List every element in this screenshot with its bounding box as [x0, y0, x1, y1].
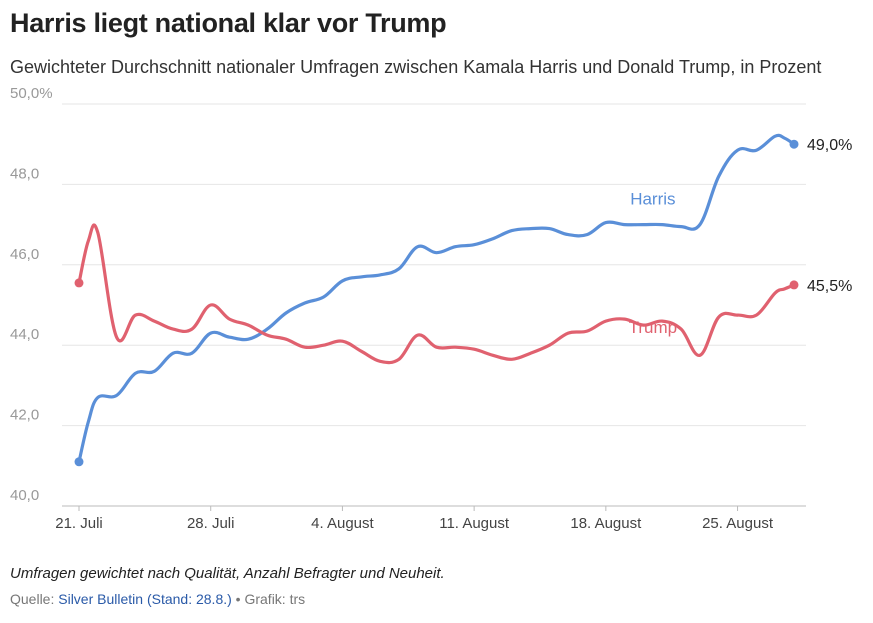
line-chart: 40,0 42,0 44,0 46,0 48,0 50,0% 21. Juli 28. Ju… [10, 85, 853, 532]
chart-title: Harris liegt national klar vor Trump [10, 8, 447, 38]
series-line-trump [77, 223, 796, 365]
gridlines [62, 103, 806, 507]
y-tick-label: 50,0% [10, 85, 53, 102]
credit: • Grafik: trs [231, 591, 306, 607]
y-tick-label: 46,0 [10, 246, 39, 263]
x-tick-label: 21. Juli [55, 515, 103, 532]
chart-subtitle: Gewichteter Durchschnitt nationaler Umfr… [10, 57, 822, 77]
y-tick-label: 40,0 [10, 487, 39, 504]
y-tick-label: 44,0 [10, 326, 39, 343]
x-tick-label: 18. August [570, 515, 642, 532]
series-line-harris [77, 133, 796, 464]
x-tick-label: 11. August [439, 515, 510, 532]
source-prefix: Quelle: [10, 591, 59, 607]
x-tick-label: 28. Juli [187, 515, 235, 532]
end-point-harris [789, 139, 799, 149]
series-label-harris: Harris [630, 190, 675, 209]
series-labels: 49,0% Harris 45,5% Trump [629, 137, 853, 337]
series-label-trump: Trump [629, 318, 678, 337]
end-point-trump [789, 280, 799, 290]
start-point-harris [74, 457, 84, 467]
end-label-trump: 45,5% [807, 278, 852, 295]
source-link[interactable]: Silver Bulletin (Stand: 28.8.) [58, 591, 232, 607]
x-tick-label: 25. August [702, 515, 774, 532]
source-line: Quelle: Silver Bulletin (Stand: 28.8.) •… [10, 591, 305, 607]
end-label-harris: 49,0% [807, 137, 852, 154]
series-lines [74, 133, 799, 467]
x-axis: 21. Juli 28. Juli 4. August 11. August 18. A… [55, 506, 774, 532]
y-tick-label: 48,0 [10, 165, 39, 182]
y-axis: 40,0 42,0 44,0 46,0 48,0 50,0% [10, 85, 53, 504]
x-tick-label: 4. August [311, 515, 374, 532]
start-point-trump [74, 278, 84, 288]
method-note: Umfragen gewichtet nach Qualität, Anzahl… [10, 565, 445, 582]
y-tick-label: 42,0 [10, 407, 39, 424]
